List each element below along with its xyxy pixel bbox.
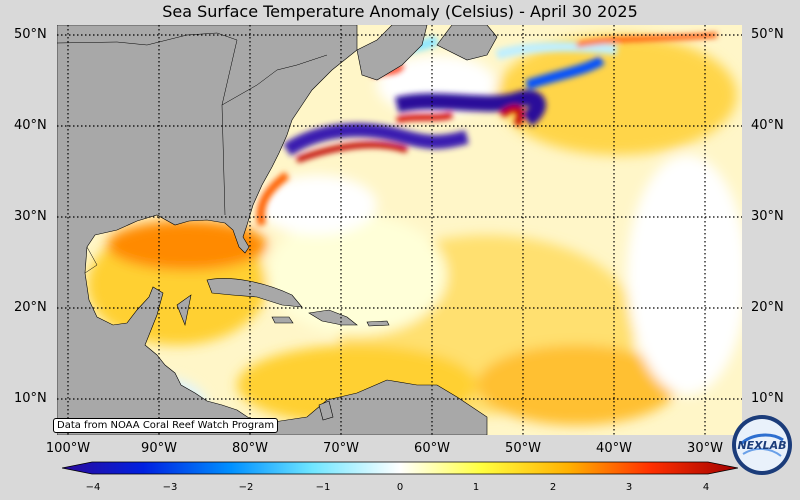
map-title: Sea Surface Temperature Anomaly (Celsius… xyxy=(162,2,638,21)
colorbar-tick: −1 xyxy=(315,482,331,493)
nexlab-logo[interactable]: NEXLAB xyxy=(731,414,793,476)
colorbar-tick: −4 xyxy=(85,482,101,493)
lat-label-right-10n: 10°N xyxy=(751,391,784,406)
lat-label-left-40n: 40°N xyxy=(14,118,47,133)
lat-label-right-20n: 20°N xyxy=(751,300,784,315)
lon-label-50w: 50°W xyxy=(505,441,541,456)
lon-label-40w: 40°W xyxy=(596,441,632,456)
lat-label-right-40n: 40°N xyxy=(751,118,784,133)
colorbar-tick: 1 xyxy=(472,482,480,493)
lon-label-90w: 90°W xyxy=(141,441,177,456)
colorbar-tick: 2 xyxy=(549,482,557,493)
lat-label-left-20n: 20°N xyxy=(14,300,47,315)
lat-label-left-30n: 30°N xyxy=(14,209,47,224)
colorbar xyxy=(62,461,738,475)
border-lines xyxy=(57,32,328,274)
lon-label-100w: 100°W xyxy=(45,441,91,456)
land-masses xyxy=(57,25,498,435)
colorbar-tick: 4 xyxy=(702,482,710,493)
lon-label-60w: 60°W xyxy=(414,441,450,456)
svg-text:NEXLAB: NEXLAB xyxy=(737,439,786,452)
lon-label-70w: 70°W xyxy=(323,441,359,456)
lat-label-right-30n: 30°N xyxy=(751,209,784,224)
lon-label-30w: 30°W xyxy=(687,441,723,456)
lat-label-left-50n: 50°N xyxy=(14,27,47,42)
lat-label-left-10n: 10°N xyxy=(14,391,47,406)
data-source-note: Data from NOAA Coral Reef Watch Program xyxy=(53,418,279,433)
colorbar-tick: 3 xyxy=(625,482,633,493)
colorbar-tick: −2 xyxy=(238,482,254,493)
lon-label-80w: 80°W xyxy=(232,441,268,456)
sst-anomaly-map xyxy=(57,25,742,435)
graticule xyxy=(57,25,742,435)
colorbar-tick: 0 xyxy=(396,482,404,493)
lat-label-right-50n: 50°N xyxy=(751,27,784,42)
colorbar-tick: −3 xyxy=(162,482,178,493)
